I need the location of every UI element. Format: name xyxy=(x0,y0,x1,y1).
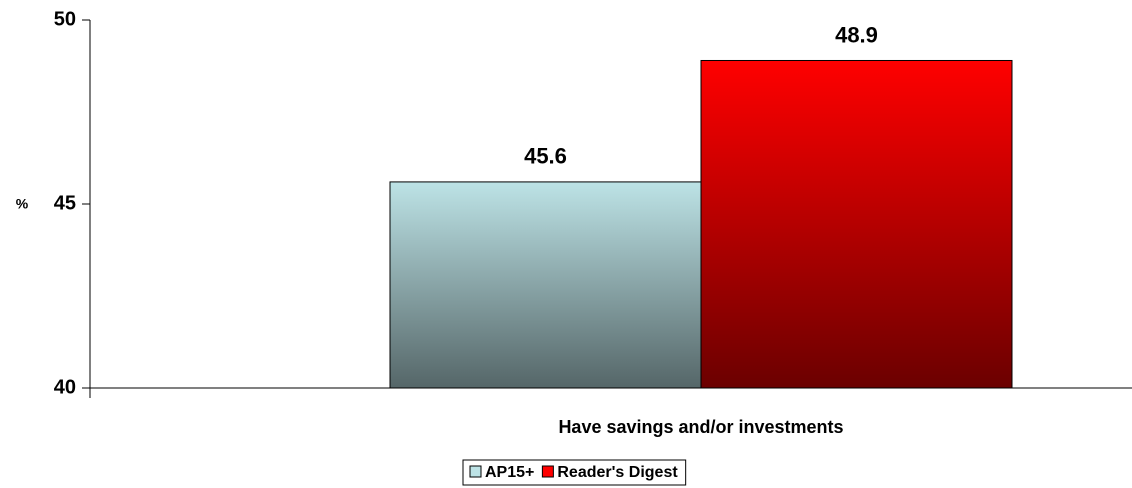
x-tick-label: Have savings and/or investments xyxy=(558,417,843,437)
bar xyxy=(389,181,702,389)
y-tick-label: 45 xyxy=(54,192,76,214)
legend-swatch xyxy=(541,465,554,478)
legend: AP15+ Reader's Digest xyxy=(462,459,687,486)
y-tick-label: 50 xyxy=(54,8,76,30)
legend-label: AP15+ xyxy=(485,464,534,481)
legend-swatch xyxy=(469,465,482,478)
legend-label: Reader's Digest xyxy=(557,464,678,481)
y-tick-label: 40 xyxy=(54,376,76,398)
y-axis-label: % xyxy=(16,196,29,212)
value-label: 45.6 xyxy=(524,144,567,169)
legend-box xyxy=(462,459,687,486)
bar xyxy=(700,59,1013,389)
value-label: 48.9 xyxy=(835,22,878,47)
